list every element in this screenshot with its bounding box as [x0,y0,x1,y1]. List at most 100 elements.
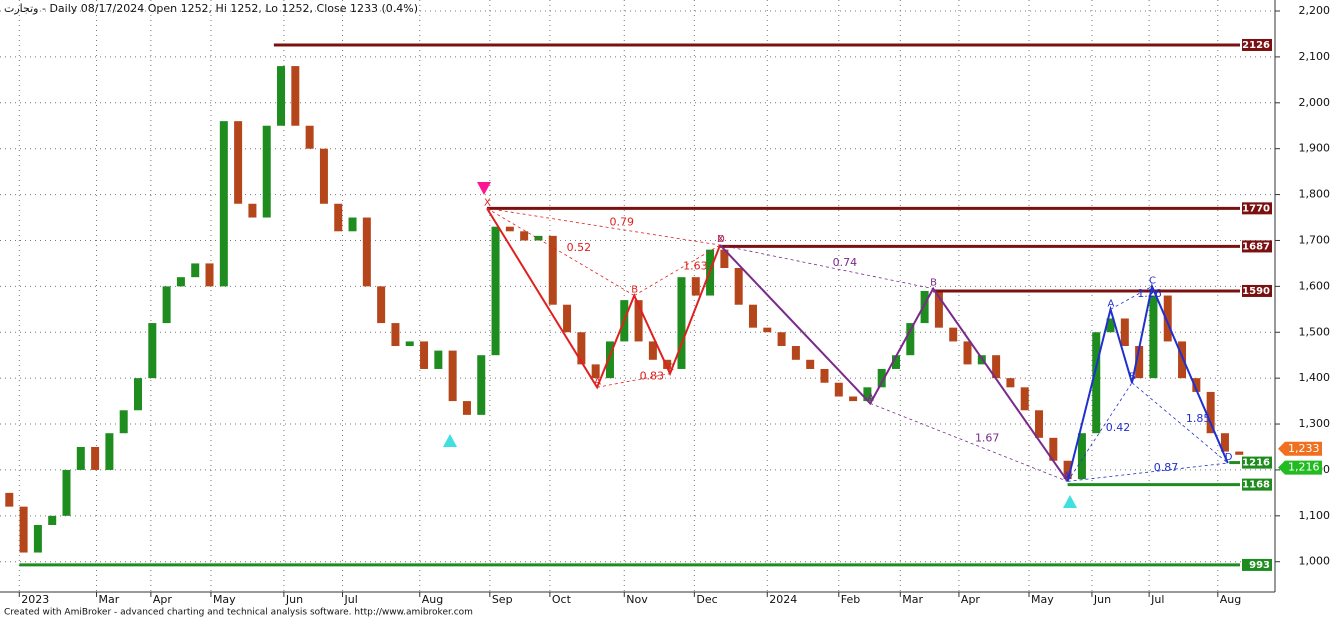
candle [1135,346,1144,379]
candle [305,125,314,149]
candle [1206,391,1215,434]
candle [591,364,600,379]
y-tick-label: 2,000 [1299,96,1331,109]
candle [1149,295,1158,379]
level-tag [1242,558,1272,571]
candle [1035,410,1044,438]
candle [748,304,757,328]
candle [934,290,943,328]
candle [1077,433,1086,480]
level-tag [1242,478,1272,491]
candle [348,217,357,232]
candle [949,327,958,342]
candle [849,396,858,402]
candle [1220,433,1229,452]
x-tick-label: Mar [902,593,923,606]
pattern-line [719,244,1069,482]
pattern-point-label: A [594,376,601,387]
candle [491,226,500,356]
y-tick-label: 1,700 [1299,233,1331,246]
candle [48,515,57,525]
candle [91,446,100,470]
level-label: 993 [1249,560,1270,571]
x-tick-label: Aug [422,593,443,606]
candle [806,359,815,369]
candle [33,524,42,553]
x-tick-label: Sep [492,593,513,606]
candle [134,378,143,411]
level-tag [1242,456,1272,469]
x-tick-label: Mar [99,593,120,606]
candle [1178,341,1187,379]
x-tick-label: Apr [961,593,981,606]
y-tick-label: 1,300 [1299,417,1331,430]
candle [720,249,729,269]
pattern-point-label: C [667,363,674,374]
candle [505,226,514,232]
ratio-label: 1.63 [683,259,708,272]
x-tick-label: Apr [153,593,173,606]
candle [377,286,386,324]
candle [234,121,243,204]
pattern-point-label: A [867,392,874,403]
candle [920,290,929,324]
candle [820,368,829,383]
candle [520,231,529,241]
candle [5,492,14,507]
signal-up [443,434,457,447]
candle [176,277,185,287]
x-tick-label: May [1031,593,1054,606]
pattern-point-label: X [1065,470,1072,481]
candle [319,148,328,204]
ratio-line [597,373,671,388]
candle [148,323,157,379]
ratio-line [1131,382,1229,464]
x-tick-label: Jun [1093,593,1111,606]
candle [420,341,429,369]
y-tick-label: 1,600 [1299,279,1331,292]
y-tick-label: 1,400 [1299,371,1331,384]
ratio-line [486,208,635,296]
candle [62,469,71,516]
x-tick-label: 2023 [21,593,49,606]
x-tick-label: May [213,593,236,606]
candle [963,341,972,365]
level-label: 1216 [1242,458,1270,469]
ratio-label: 0.42 [1106,421,1131,434]
ratio-line [1067,462,1228,482]
candle [663,359,672,369]
level-tag [1242,240,1272,253]
level-label: 1770 [1242,203,1270,214]
ratio-label: 1.85 [1186,412,1211,425]
x-tick-label: Jun [285,593,303,606]
ratio-label: 0.52 [567,241,592,254]
candle [1063,460,1072,480]
candle [291,66,300,126]
candle [277,66,286,126]
pattern-point-label: D [717,234,725,245]
candle [105,433,114,470]
candle [477,355,486,415]
price-tag-label: 1,216 [1288,461,1320,474]
x-tick-label: 2024 [769,593,797,606]
candle [892,355,901,369]
candle [262,125,271,218]
pattern-point-label: B [1129,372,1136,383]
ratio-label: 0.87 [1154,461,1179,474]
candle [334,203,343,232]
x-tick-label: Nov [626,593,648,606]
pattern-line [486,207,722,390]
candle [1020,387,1029,411]
candle [1106,318,1115,333]
x-tick-label: Dec [696,593,717,606]
candle [19,506,28,553]
x-tick-label: Jul [1150,593,1164,606]
ratio-line [1110,286,1153,310]
pattern-point-label: X [717,234,724,245]
y-tick-label: 2,200 [1299,4,1331,17]
candle [205,263,214,287]
ratio-label: 1.67 [975,431,1000,444]
y-tick-label: 1,500 [1299,325,1331,338]
